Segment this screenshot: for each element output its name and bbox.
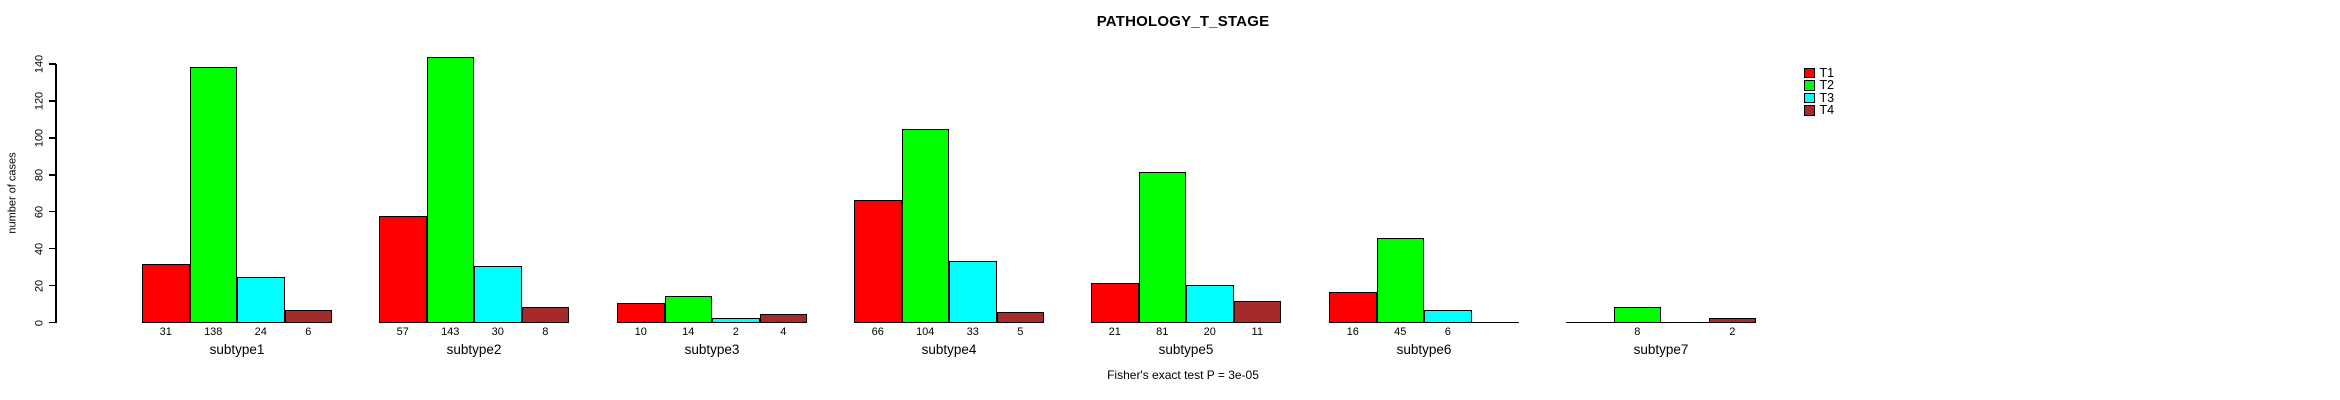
bar-t4-subtype2 bbox=[521, 306, 569, 322]
bar-count-label-t4-subtype7: 2 bbox=[1729, 326, 1736, 338]
y-axis-tick-label: 80 bbox=[33, 168, 46, 181]
category-label-subtype3: subtype3 bbox=[684, 342, 740, 357]
bar-group-subtype6 bbox=[1329, 57, 1519, 323]
y-axis-tick bbox=[49, 174, 56, 176]
legend-label-t3: T3 bbox=[1819, 90, 1835, 105]
bar-group-subtype1 bbox=[142, 57, 332, 323]
y-axis-tick bbox=[49, 100, 56, 102]
y-axis-tick-label: 120 bbox=[33, 91, 46, 111]
y-axis-tick-label: 60 bbox=[33, 205, 46, 218]
legend-item-t4: T4 bbox=[1804, 104, 1834, 117]
bar-count-label-t3-subtype1: 24 bbox=[254, 326, 267, 338]
y-axis-tick bbox=[49, 247, 56, 250]
bar-count-label-t1-subtype2: 57 bbox=[396, 326, 409, 338]
legend-label-t2: T2 bbox=[1819, 78, 1835, 93]
bar-count-label-t2-subtype2: 143 bbox=[441, 326, 460, 338]
y-axis-tick bbox=[49, 137, 56, 139]
bar-t4-subtype5 bbox=[1233, 301, 1281, 322]
bar-count-label-t1-subtype1: 31 bbox=[159, 326, 172, 338]
bar-group-subtype4 bbox=[854, 57, 1044, 323]
legend-label-t4: T4 bbox=[1819, 103, 1835, 118]
bar-count-label-t1-subtype5: 21 bbox=[1108, 326, 1121, 338]
legend-item-t2: T2 bbox=[1804, 79, 1834, 92]
chart-title: PATHOLOGY_T_STAGE bbox=[1096, 13, 1270, 30]
legend-swatch-t4 bbox=[1804, 105, 1815, 116]
y-axis-tick-label: 100 bbox=[33, 128, 46, 148]
bar-t3-subtype2 bbox=[474, 266, 522, 322]
y-axis-tick-label: 20 bbox=[33, 279, 46, 292]
bar-count-label-t3-subtype6: 6 bbox=[1444, 326, 1451, 338]
bar-t3-subtype6 bbox=[1424, 310, 1472, 322]
bar-t2-subtype7 bbox=[1613, 306, 1661, 322]
bar-t1-subtype3 bbox=[617, 303, 665, 322]
category-label-subtype4: subtype4 bbox=[921, 342, 977, 357]
bar-t4-subtype1 bbox=[284, 310, 332, 322]
bar-count-label-t4-subtype2: 8 bbox=[542, 326, 549, 338]
bar-t1-subtype5 bbox=[1091, 282, 1139, 322]
bar-count-label-t4-subtype1: 6 bbox=[305, 326, 312, 338]
bar-group-subtype5 bbox=[1091, 57, 1281, 323]
annotation-pvalue: Fisher's exact test P = 3e-05 bbox=[1107, 368, 1259, 382]
y-axis-tick-label: 0 bbox=[33, 319, 46, 326]
bar-t4-subtype4 bbox=[996, 312, 1044, 322]
bar-count-label-t3-subtype5: 20 bbox=[1203, 326, 1216, 338]
bar-t2-subtype3 bbox=[664, 295, 712, 322]
bar-t3-subtype3 bbox=[712, 317, 760, 322]
category-label-subtype6: subtype6 bbox=[1396, 342, 1452, 357]
bar-count-label-t4-subtype5: 11 bbox=[1251, 326, 1263, 338]
bar-t1-subtype6 bbox=[1329, 291, 1377, 322]
category-label-subtype7: subtype7 bbox=[1633, 342, 1689, 357]
bar-count-label-t3-subtype4: 33 bbox=[966, 326, 979, 338]
legend-swatch-t1 bbox=[1804, 67, 1815, 78]
bar-count-label-t2-subtype5: 81 bbox=[1156, 326, 1169, 338]
bar-t4-subtype3 bbox=[759, 314, 807, 322]
y-axis-tick-label: 140 bbox=[33, 54, 46, 74]
y-axis-tick bbox=[49, 284, 56, 287]
category-label-subtype5: subtype5 bbox=[1158, 342, 1214, 357]
bar-count-label-t2-subtype6: 45 bbox=[1394, 326, 1407, 338]
bar-t3-subtype5 bbox=[1186, 284, 1234, 322]
bar-count-label-t4-subtype4: 5 bbox=[1017, 326, 1024, 338]
legend-swatch-t2 bbox=[1804, 80, 1815, 91]
legend-item-t1: T1 bbox=[1804, 65, 1835, 80]
bar-group-subtype2 bbox=[379, 57, 569, 323]
bar-t3-subtype4 bbox=[949, 260, 997, 322]
legend-swatch-t3 bbox=[1804, 92, 1815, 104]
bar-t4-subtype7 bbox=[1708, 317, 1756, 322]
bar-t1-subtype2 bbox=[379, 216, 427, 322]
bar-count-label-t2-subtype4: 104 bbox=[916, 326, 935, 338]
legend-item-t3: T3 bbox=[1804, 92, 1834, 105]
y-axis-line bbox=[55, 64, 57, 323]
bar-count-label-t1-subtype6: 16 bbox=[1346, 326, 1359, 338]
bar-group-subtype7 bbox=[1566, 57, 1756, 323]
y-axis-tick bbox=[49, 210, 56, 213]
bar-t2-subtype5 bbox=[1138, 171, 1186, 322]
bar-count-label-t3-subtype2: 30 bbox=[491, 326, 504, 338]
y-axis-tick bbox=[49, 63, 56, 65]
bar-t2-subtype2 bbox=[426, 57, 474, 322]
bar-t1-subtype1 bbox=[142, 264, 190, 322]
bar-t1-subtype4 bbox=[854, 199, 902, 322]
bar-t2-subtype1 bbox=[189, 66, 237, 322]
bar-count-label-t2-subtype7: 8 bbox=[1634, 326, 1641, 338]
bar-count-label-t2-subtype3: 14 bbox=[682, 326, 695, 338]
category-label-subtype1: subtype1 bbox=[209, 342, 265, 357]
y-axis-tick bbox=[49, 321, 56, 324]
bar-count-label-t1-subtype3: 10 bbox=[634, 326, 647, 338]
bar-t2-subtype4 bbox=[901, 129, 949, 322]
legend-label-t1: T1 bbox=[1819, 65, 1835, 80]
bar-count-label-t2-subtype1: 138 bbox=[204, 326, 223, 338]
bar-count-label-t1-subtype4: 66 bbox=[871, 326, 884, 338]
bar-count-label-t4-subtype3: 4 bbox=[780, 326, 787, 338]
bar-t2-subtype6 bbox=[1376, 238, 1424, 322]
category-label-subtype2: subtype2 bbox=[446, 342, 502, 357]
y-axis-title: number of cases bbox=[6, 152, 19, 234]
y-axis-tick-label: 40 bbox=[33, 242, 46, 255]
bar-count-label-t3-subtype3: 2 bbox=[732, 326, 739, 338]
bar-group-subtype3 bbox=[617, 57, 807, 323]
bar-t3-subtype1 bbox=[237, 277, 285, 322]
